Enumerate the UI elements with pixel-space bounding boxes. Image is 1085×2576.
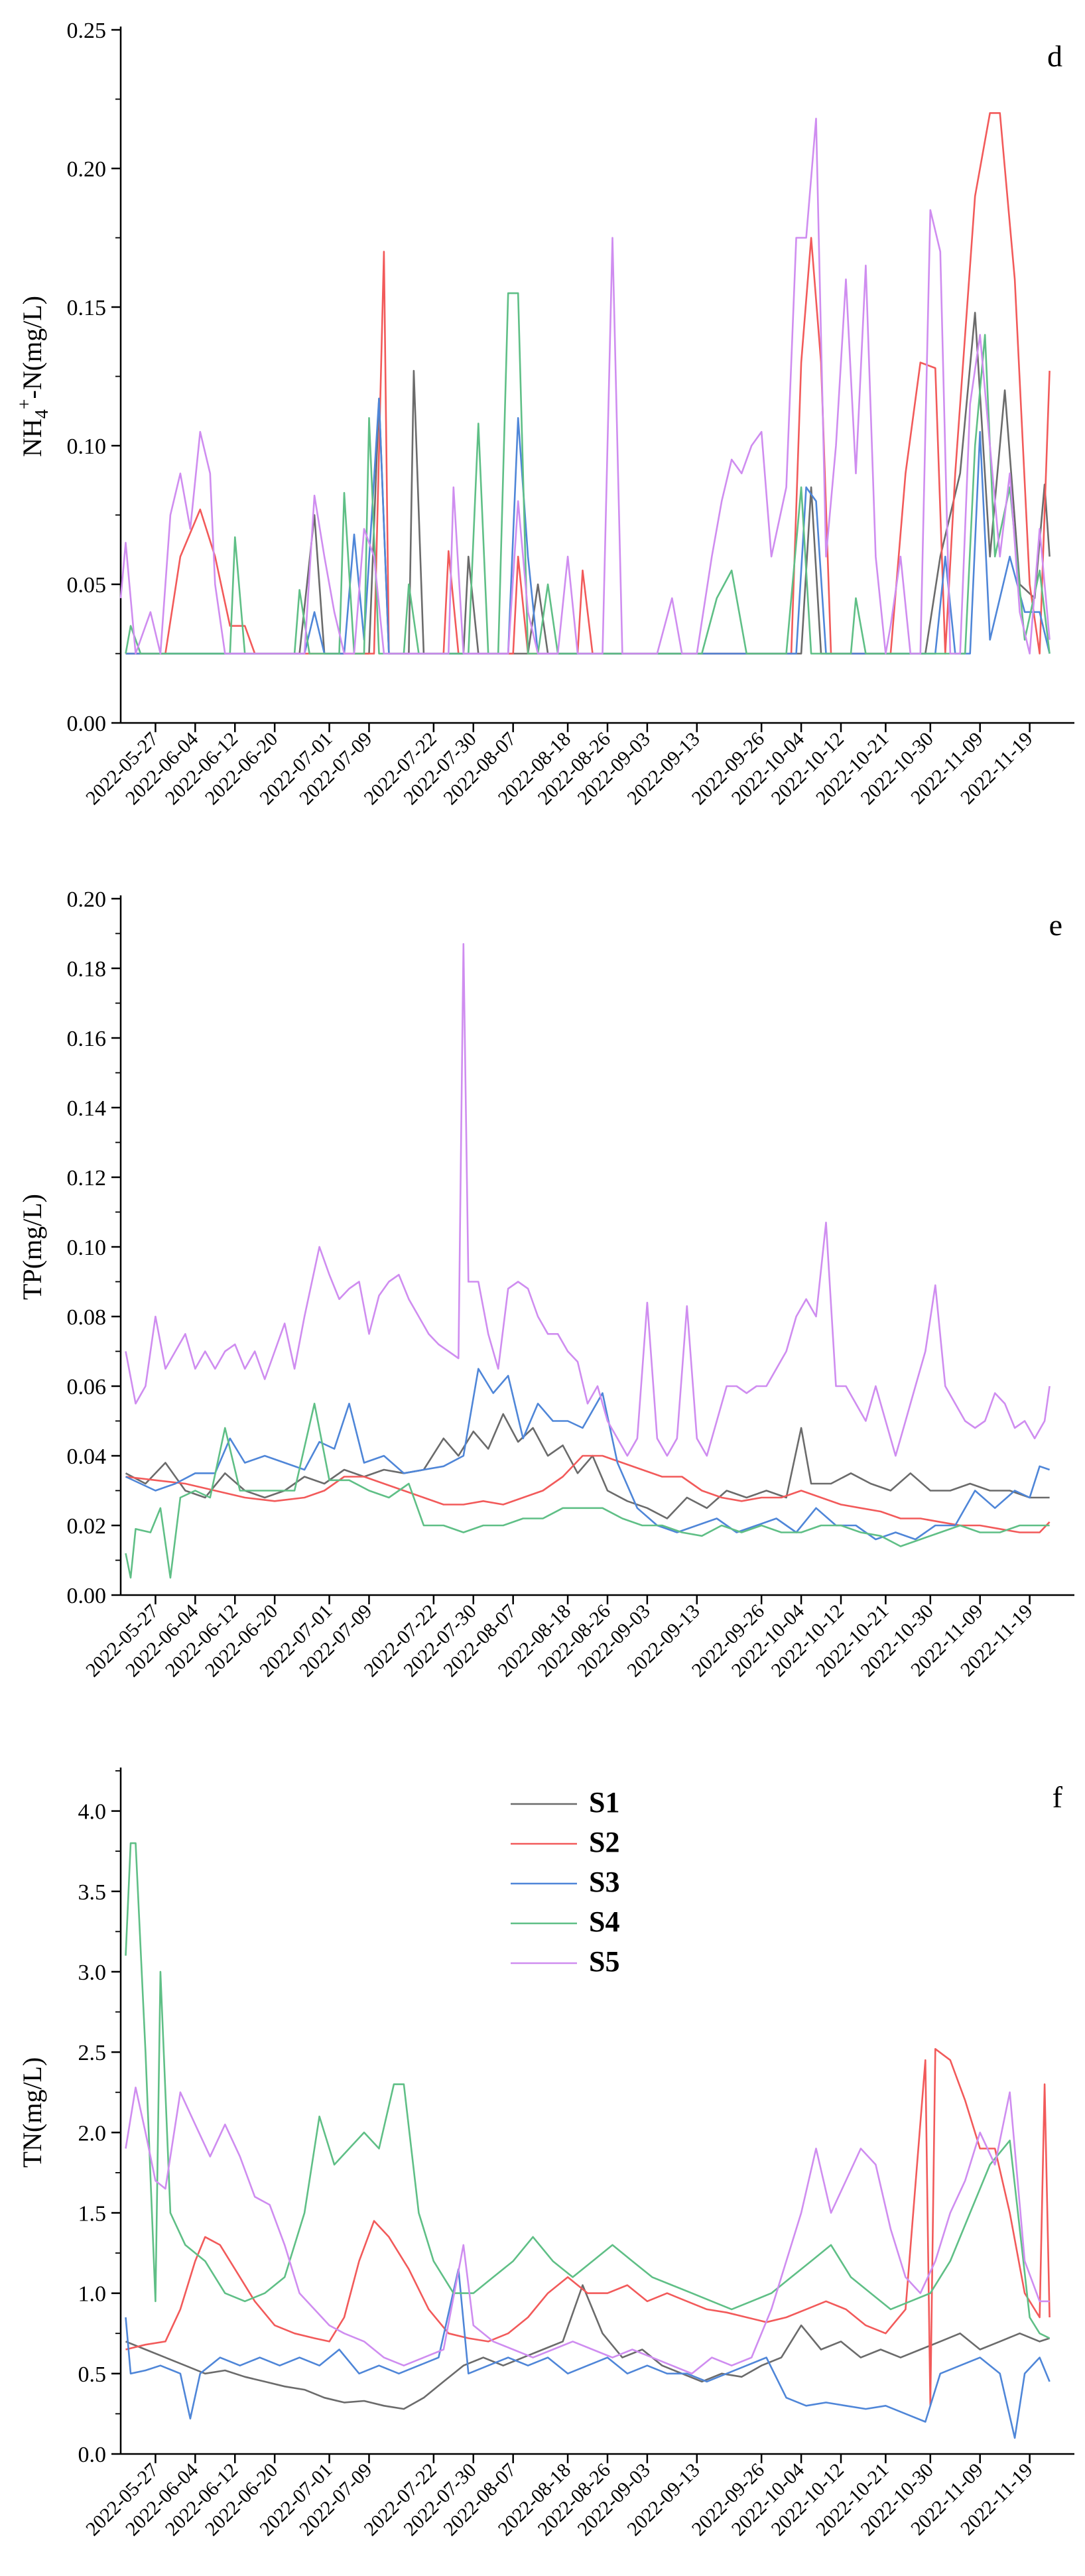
y-tick-label: 0.05 <box>67 573 107 598</box>
legend-label-s3: S3 <box>589 1866 619 1898</box>
y-tick-label: 0.10 <box>67 434 107 459</box>
panel-f: 0.00.51.01.52.02.53.03.54.02022-05-27202… <box>17 1768 1074 2540</box>
legend-label-s5: S5 <box>589 1945 619 1978</box>
series-line-s5 <box>125 943 1051 1457</box>
y-tick-label: 0.08 <box>67 1305 107 1330</box>
y-tick-label: 0.20 <box>67 887 107 912</box>
series-line-s3 <box>125 1368 1051 1541</box>
y-axis-label: NH4+-N(mg/L) <box>15 296 52 457</box>
y-tick-label: 0.02 <box>67 1514 107 1539</box>
y-tick-label: 4.0 <box>78 1800 107 1825</box>
y-axis-label-sub: 4 <box>32 409 52 419</box>
y-tick-label: 0.06 <box>67 1375 107 1399</box>
series-line-s3 <box>125 397 1051 655</box>
y-tick-label: 0.14 <box>67 1096 107 1121</box>
panel-letter: e <box>1049 908 1062 942</box>
y-axis-label-part: -N(mg/L) <box>17 296 47 399</box>
series-line-s1 <box>125 2284 1051 2410</box>
y-tick-label: 0.04 <box>67 1445 107 1469</box>
y-tick-label: 0.15 <box>67 296 107 320</box>
y-tick-label: 0.25 <box>67 19 107 43</box>
legend-label-s2: S2 <box>589 1826 619 1858</box>
y-tick-label: 3.0 <box>78 1961 107 1985</box>
panel-letter: f <box>1053 1780 1063 1814</box>
series-line-s5 <box>125 2087 1050 2375</box>
y-tick-label: 0.00 <box>67 1584 107 1608</box>
legend-label-s4: S4 <box>589 1905 619 1938</box>
y-axis-label-part: NH <box>17 419 47 457</box>
legend-label-s1: S1 <box>589 1786 619 1819</box>
y-axis-label: TN(mg/L) <box>17 2057 47 2168</box>
y-tick-label: 0.00 <box>67 712 107 736</box>
series-line-s1 <box>125 312 1051 655</box>
series-line-s2 <box>125 2048 1051 2407</box>
series-line-s2 <box>125 112 1051 655</box>
y-tick-label: 1.5 <box>78 2201 107 2226</box>
series-line-s3 <box>125 2268 1051 2439</box>
y-tick-label: 3.5 <box>78 1880 107 1905</box>
y-tick-label: 0.12 <box>67 1166 107 1191</box>
y-tick-label: 0.10 <box>67 1236 107 1260</box>
y-axis-label-sup: + <box>15 399 35 409</box>
y-tick-label: 0.0 <box>78 2443 107 2467</box>
y-tick-label: 2.5 <box>78 2041 107 2065</box>
series-line-s4 <box>125 1403 1050 1579</box>
series-line-s2 <box>125 1454 1051 1533</box>
series-line-s1 <box>125 1413 1050 1519</box>
series-line-s5 <box>119 117 1051 655</box>
y-tick-label: 1.0 <box>78 2282 107 2307</box>
y-tick-label: 0.20 <box>67 157 107 182</box>
y-tick-label: 0.18 <box>67 957 107 982</box>
panel-letter: d <box>1047 39 1062 73</box>
panel-d: 0.000.050.100.150.200.252022-05-272022-0… <box>15 19 1074 809</box>
series-line-s4 <box>125 1842 1051 2339</box>
y-tick-label: 0.16 <box>67 1027 107 1051</box>
y-axis-label: TP(mg/L) <box>17 1194 47 1300</box>
y-tick-label: 2.0 <box>78 2121 107 2146</box>
y-tick-label: 0.5 <box>78 2362 107 2387</box>
series-line-s4 <box>125 292 1051 655</box>
panel-e: 0.00 0.02 0.04 0.06 0.08 0.10 0.12 0.14 0.16 0.18… <box>17 887 1074 1681</box>
